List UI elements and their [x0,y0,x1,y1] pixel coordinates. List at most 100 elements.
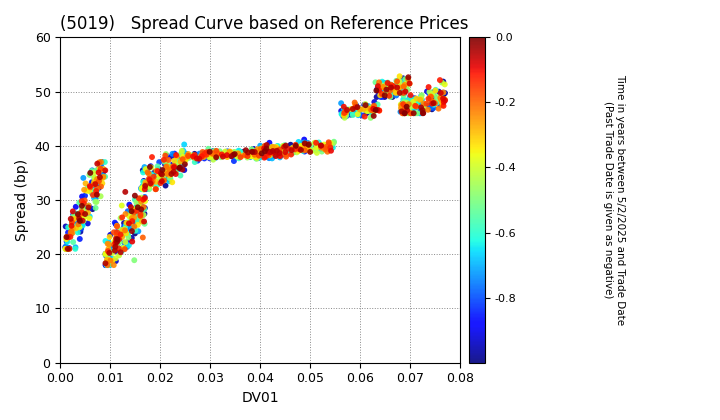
Point [403,101,415,108]
Point [282,146,294,152]
Point [234,148,246,155]
Point [75,212,86,219]
Point [415,108,426,115]
Point [297,140,308,147]
Point [356,112,368,119]
Point [92,179,104,186]
Point [150,186,161,192]
Point [404,110,415,116]
Point [435,89,446,96]
Point [270,147,282,153]
Point [278,143,289,150]
Point [107,256,119,262]
Point [371,87,382,94]
Point [138,178,150,184]
Point [287,145,299,152]
Point [111,222,122,229]
Point [263,152,274,158]
Point [98,166,109,173]
Point [266,143,278,150]
Point [142,181,153,188]
Point [114,235,125,242]
Point [102,256,113,263]
Point [325,147,337,154]
Point [269,145,281,152]
Point [70,210,81,217]
Point [300,146,311,153]
Point [61,238,73,245]
Point [266,151,278,158]
Point [71,220,82,226]
Point [325,144,336,151]
Point [155,180,166,186]
Point [170,171,181,177]
Point [380,91,392,97]
Point [249,153,261,160]
Point [390,89,401,96]
Point [133,195,145,202]
Point [372,86,383,93]
Point [368,102,379,109]
Point [399,81,410,88]
Point [404,80,415,87]
Point [374,83,385,90]
Point [112,237,123,244]
Point [260,153,271,160]
Point [435,94,446,101]
Point [176,150,187,156]
Point [120,230,131,236]
Point [206,151,217,158]
Point [420,100,432,107]
Point [109,219,120,226]
Point [315,145,326,152]
Point [398,108,410,115]
Point [111,233,122,240]
Point [402,110,414,117]
Point [212,150,224,157]
Point [133,201,145,208]
Point [145,177,156,184]
Point [160,157,171,164]
Point [189,150,200,157]
Point [319,143,330,150]
Point [252,146,264,152]
Point [353,106,364,113]
Point [111,229,122,236]
Point [146,154,158,160]
Point [432,93,444,100]
Point [186,152,198,159]
Point [80,208,91,215]
Point [299,140,310,147]
Point [189,152,200,158]
Point [405,110,417,117]
Point [68,210,80,217]
Point [207,156,219,163]
Point [372,83,384,89]
Point [122,219,133,226]
Point [264,147,275,154]
Point [138,186,149,192]
Point [278,146,289,152]
Point [68,215,80,222]
Point [208,150,220,156]
Point [189,154,200,161]
Point [73,224,85,231]
Point [114,239,125,246]
Point [126,228,138,234]
Point [111,239,122,245]
Point [125,214,136,221]
Point [322,148,333,155]
Point [107,247,118,254]
Point [159,171,171,177]
Point [111,248,122,255]
Point [65,234,76,240]
Point [180,150,192,157]
Point [320,145,331,152]
Point [305,141,316,148]
Point [201,151,212,158]
Point [180,153,192,160]
Point [290,142,302,148]
Point [129,223,140,230]
Point [129,196,140,203]
Point [238,150,250,157]
